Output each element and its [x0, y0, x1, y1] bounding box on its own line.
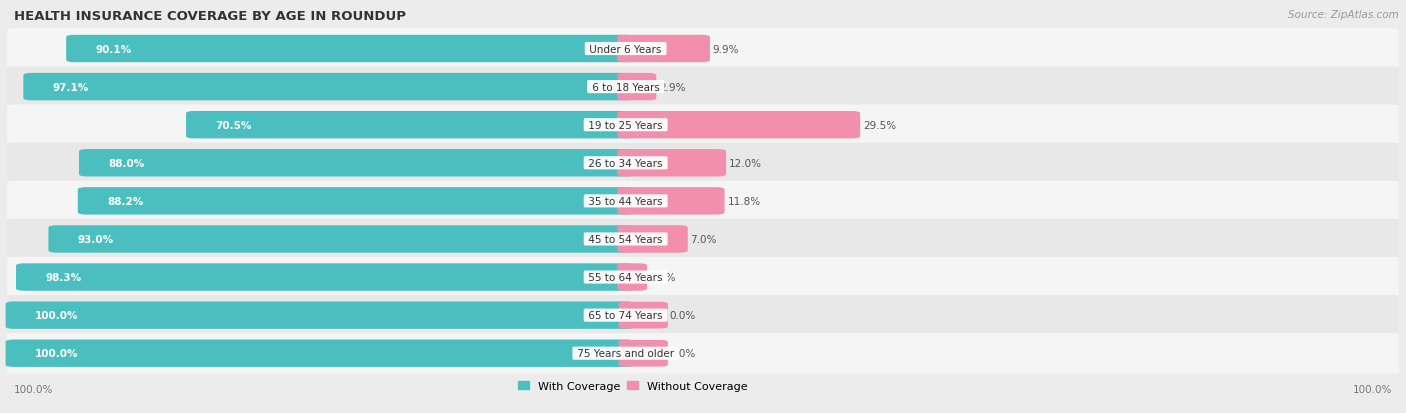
Text: 19 to 25 Years: 19 to 25 Years	[585, 121, 666, 131]
Text: 75 Years and older: 75 Years and older	[574, 349, 678, 358]
FancyBboxPatch shape	[617, 263, 647, 291]
FancyBboxPatch shape	[7, 295, 1399, 335]
Text: 98.3%: 98.3%	[45, 273, 82, 282]
Text: 1.7%: 1.7%	[650, 273, 676, 282]
Text: HEALTH INSURANCE COVERAGE BY AGE IN ROUNDUP: HEALTH INSURANCE COVERAGE BY AGE IN ROUN…	[14, 9, 406, 22]
Text: 70.5%: 70.5%	[215, 121, 252, 131]
FancyBboxPatch shape	[48, 225, 634, 253]
Text: 26 to 34 Years: 26 to 34 Years	[585, 159, 666, 169]
FancyBboxPatch shape	[15, 263, 634, 291]
FancyBboxPatch shape	[66, 36, 634, 63]
Legend: With Coverage, Without Coverage: With Coverage, Without Coverage	[513, 376, 752, 395]
Text: 90.1%: 90.1%	[96, 45, 132, 55]
Text: 0.0%: 0.0%	[669, 349, 696, 358]
Text: Source: ZipAtlas.com: Source: ZipAtlas.com	[1288, 9, 1399, 19]
Text: 6 to 18 Years: 6 to 18 Years	[589, 83, 662, 93]
FancyBboxPatch shape	[619, 302, 668, 329]
FancyBboxPatch shape	[77, 188, 634, 215]
FancyBboxPatch shape	[7, 143, 1399, 183]
Text: 0.0%: 0.0%	[669, 311, 696, 320]
Text: 35 to 44 Years: 35 to 44 Years	[585, 197, 666, 206]
Text: 97.1%: 97.1%	[53, 83, 89, 93]
FancyBboxPatch shape	[24, 74, 634, 101]
Text: 100.0%: 100.0%	[14, 384, 53, 394]
Text: 29.5%: 29.5%	[863, 121, 896, 131]
Text: 12.0%: 12.0%	[728, 159, 762, 169]
FancyBboxPatch shape	[617, 74, 657, 101]
Text: 93.0%: 93.0%	[77, 235, 114, 244]
FancyBboxPatch shape	[6, 339, 634, 367]
Text: 11.8%: 11.8%	[727, 197, 761, 206]
Text: Under 6 Years: Under 6 Years	[586, 45, 665, 55]
Text: 55 to 64 Years: 55 to 64 Years	[585, 273, 666, 282]
FancyBboxPatch shape	[7, 333, 1399, 373]
FancyBboxPatch shape	[7, 257, 1399, 297]
FancyBboxPatch shape	[186, 112, 634, 139]
Text: 9.9%: 9.9%	[713, 45, 740, 55]
FancyBboxPatch shape	[619, 340, 668, 367]
Text: 45 to 54 Years: 45 to 54 Years	[585, 235, 666, 244]
Text: 88.0%: 88.0%	[108, 159, 145, 169]
FancyBboxPatch shape	[617, 225, 688, 253]
Text: 88.2%: 88.2%	[107, 197, 143, 206]
FancyBboxPatch shape	[7, 105, 1399, 145]
FancyBboxPatch shape	[79, 150, 634, 177]
FancyBboxPatch shape	[617, 36, 710, 63]
Text: 100.0%: 100.0%	[35, 349, 79, 358]
FancyBboxPatch shape	[7, 67, 1399, 107]
FancyBboxPatch shape	[7, 181, 1399, 221]
Text: 7.0%: 7.0%	[690, 235, 717, 244]
FancyBboxPatch shape	[6, 301, 634, 329]
Text: 100.0%: 100.0%	[35, 311, 79, 320]
Text: 100.0%: 100.0%	[1353, 384, 1392, 394]
FancyBboxPatch shape	[617, 112, 860, 139]
Text: 2.9%: 2.9%	[659, 83, 686, 93]
Text: 65 to 74 Years: 65 to 74 Years	[585, 311, 666, 320]
FancyBboxPatch shape	[7, 29, 1399, 69]
FancyBboxPatch shape	[617, 150, 725, 177]
FancyBboxPatch shape	[7, 219, 1399, 259]
FancyBboxPatch shape	[617, 188, 724, 215]
